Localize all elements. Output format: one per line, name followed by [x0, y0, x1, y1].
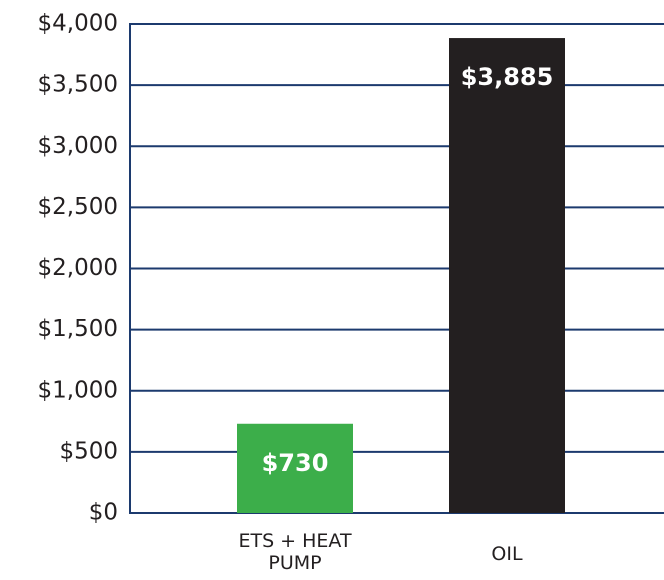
y-tick-label: $1,000 [38, 377, 118, 403]
y-tick-label: $3,000 [38, 133, 118, 159]
value-label: $730 [262, 449, 329, 477]
y-tick-label: $1,500 [38, 316, 118, 342]
y-tick-label: $2,500 [38, 194, 118, 220]
y-tick-label: $0 [89, 500, 118, 526]
bar [237, 423, 353, 513]
y-tick-label: $2,000 [38, 255, 118, 281]
x-tick-label: OIL [491, 543, 523, 565]
y-tick-label: $500 [59, 438, 118, 464]
y-tick-label: $3,500 [38, 72, 118, 98]
bar [449, 38, 565, 514]
x-tick-label: ETS + HEAT PUMP [238, 530, 352, 574]
y-tick-label: $4,000 [38, 11, 118, 37]
value-label: $3,885 [461, 63, 554, 91]
